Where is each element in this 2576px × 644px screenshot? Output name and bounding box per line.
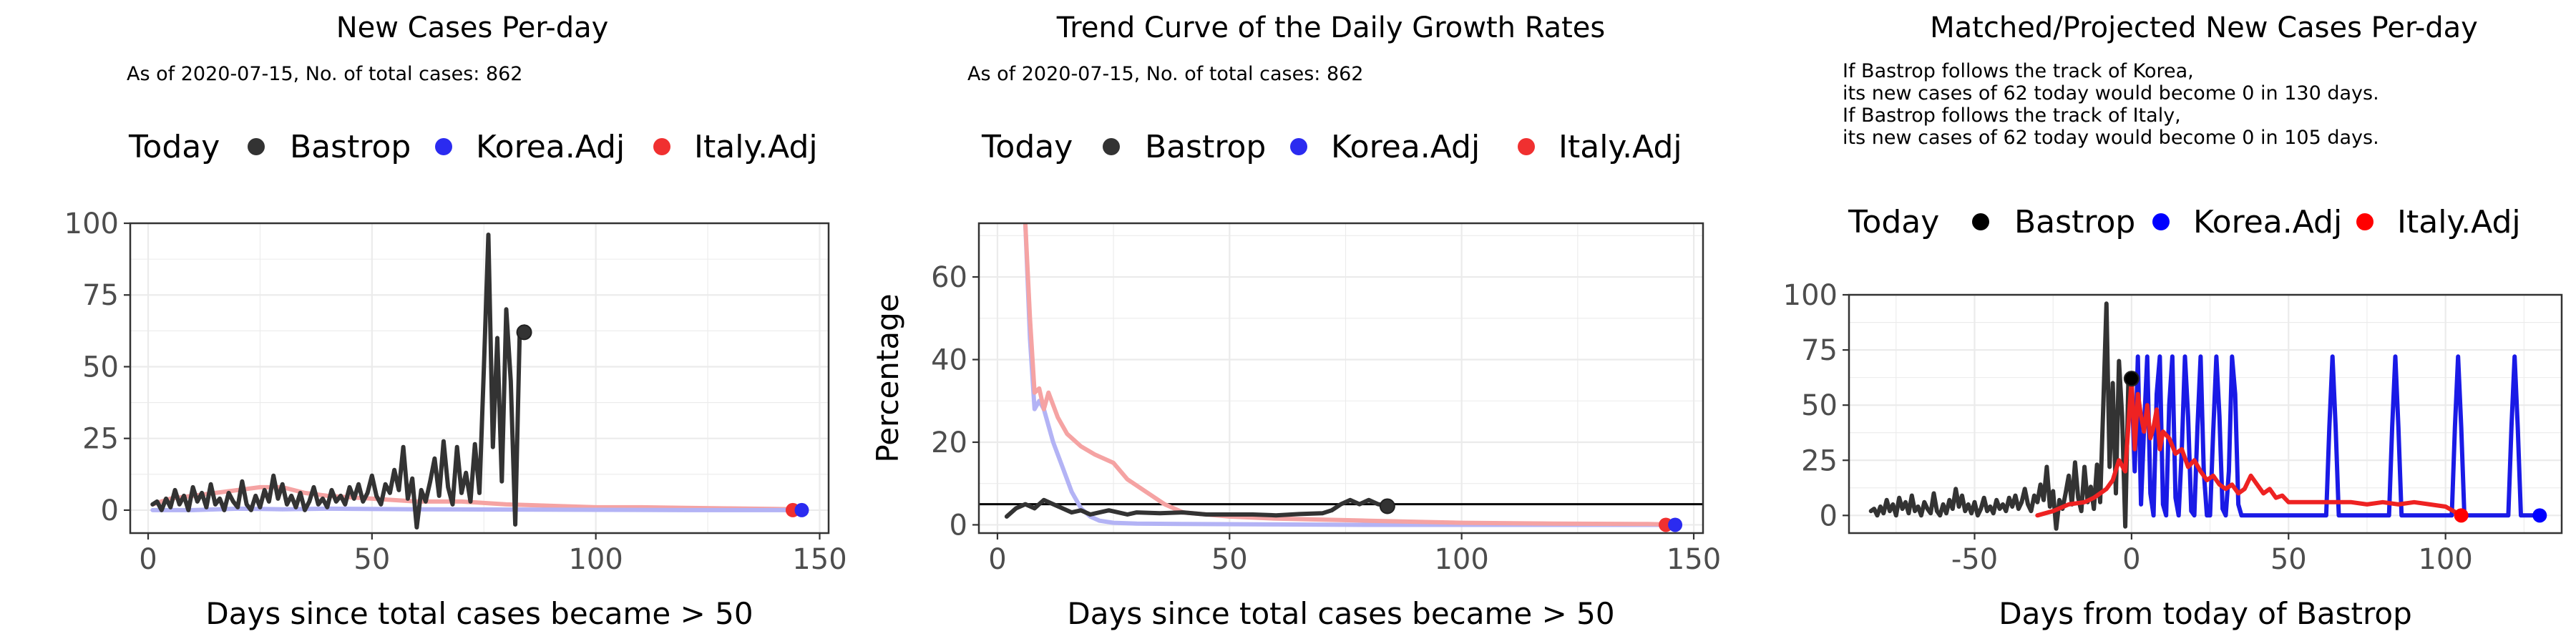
legend-marker-bastrop (248, 138, 265, 155)
series-line-italy-adj (1023, 223, 1669, 527)
panel-border (977, 222, 1704, 535)
chart-subtitle: As of 2020-07-15, No. of total cases: 86… (127, 63, 523, 85)
legend-title: Today (1848, 204, 1939, 240)
legend-label-bastrop: Bastrop (290, 129, 411, 165)
legend-marker-korea-adj (1290, 138, 1307, 155)
legend-label-korea-adj: Korea.Adj (2193, 204, 2342, 240)
y-tick-label: 75 (1801, 334, 1838, 367)
legend-label-italy-adj: Italy.Adj (2397, 204, 2521, 240)
x-axis-label: Days since total cases became > 50 (1067, 596, 1614, 631)
x-tick-label: 0 (2122, 543, 2140, 576)
y-tick-label: 25 (82, 423, 119, 456)
legend-marker-italy-adj (2356, 213, 2373, 230)
x-tick-label: 100 (1434, 543, 1488, 576)
x-tick-label: 50 (2270, 543, 2307, 576)
grid (130, 222, 829, 533)
chart-title: Matched/Projected New Cases Per-day (1930, 11, 2478, 44)
series-line-korea-adj (2129, 354, 2542, 518)
chart-subtitle: As of 2020-07-15, No. of total cases: 86… (967, 63, 1364, 85)
point-bastrop (2123, 371, 2140, 387)
panel-border (1848, 293, 2563, 535)
y-tick-label: 100 (64, 208, 119, 240)
series-line-bastrop (150, 233, 527, 530)
x-tick-label: 150 (792, 543, 847, 576)
series-line-italy-adj (2035, 376, 2464, 518)
legend-marker-bastrop (1103, 138, 1120, 155)
plot-area (150, 233, 809, 530)
x-tick-label: 100 (2418, 543, 2472, 576)
legend-label-bastrop: Bastrop (2014, 204, 2135, 240)
series-line-italy-adj (150, 484, 795, 512)
series-line-korea-adj (1023, 223, 1678, 527)
legend-label-bastrop: Bastrop (1145, 129, 1266, 165)
x-axis-label: Days from today of Bastrop (1999, 596, 2411, 631)
y-tick-label: 20 (931, 426, 967, 459)
y-tick-label: 100 (1783, 279, 1838, 312)
annotation-line: If Bastrop follows the track of Korea, (1843, 60, 2194, 82)
legend-title: Today (128, 129, 220, 165)
legend-label-italy-adj: Italy.Adj (1558, 129, 1682, 165)
series-line-korea-adj (150, 506, 804, 512)
chart-panel-1: New Cases Per-day As of 2020-07-15, No. o… (64, 11, 847, 631)
x-tick-label: 50 (1211, 543, 1248, 576)
y-tick-label: 0 (101, 494, 119, 527)
legend-marker-italy-adj (1518, 138, 1535, 155)
y-tick-label: 25 (1801, 444, 1838, 477)
x-tick-label: -50 (1951, 543, 1998, 576)
x-tick-label: 0 (988, 543, 1006, 576)
y-tick-label: 50 (82, 351, 119, 384)
legend: Today Bastrop Korea.Adj Italy.Adj (128, 129, 818, 165)
plot-area (1868, 301, 2547, 531)
legend-label-korea-adj: Korea.Adj (476, 129, 625, 165)
chart-panel-3: Matched/Projected New Cases Per-day If Ba… (1783, 11, 2563, 631)
grid (979, 223, 1703, 533)
y-axis-label: Percentage (870, 293, 905, 462)
annotation-line: its new cases of 62 today would become 0… (1843, 82, 2379, 104)
point-bastrop (1379, 498, 1395, 514)
y-tick-label: 0 (1820, 499, 1838, 532)
legend-title: Today (981, 129, 1073, 165)
y-tick-label: 0 (950, 509, 967, 542)
x-tick-label: 0 (139, 543, 157, 576)
x-axis-label: Days since total cases became > 50 (205, 596, 753, 631)
point-korea-adj (1668, 517, 1683, 532)
legend-label-korea-adj: Korea.Adj (1331, 129, 1480, 165)
chart-title: New Cases Per-day (336, 11, 609, 44)
y-tick-label: 50 (1801, 389, 1838, 422)
series-line-bastrop (1004, 497, 1390, 519)
chart-title: Trend Curve of the Daily Growth Rates (1056, 11, 1606, 44)
y-tick-label: 75 (82, 279, 119, 312)
chart-panel-2: Trend Curve of the Daily Growth Rates As … (870, 11, 1721, 631)
legend: Today Bastrop Korea.Adj Italy.Adj (981, 129, 1682, 165)
x-tick-label: 50 (353, 543, 390, 576)
legend-label-italy-adj: Italy.Adj (694, 129, 818, 165)
annotation-line: If Bastrop follows the track of Italy, (1843, 104, 2181, 127)
point-korea-adj (2532, 508, 2547, 523)
annotation-line: its new cases of 62 today would become 0… (1843, 127, 2379, 149)
legend-marker-korea-adj (435, 138, 452, 155)
y-tick-label: 60 (931, 261, 967, 294)
series-line-bastrop (1868, 301, 2134, 531)
legend: Today Bastrop Korea.Adj Italy.Adj (1848, 204, 2521, 240)
point-bastrop (516, 324, 532, 341)
point-korea-adj (794, 502, 809, 517)
x-tick-label: 100 (568, 543, 623, 576)
legend-marker-italy-adj (653, 138, 670, 155)
y-tick-label: 40 (931, 344, 967, 377)
plot-area (979, 223, 1703, 532)
panel-border (129, 222, 830, 535)
legend-marker-bastrop (1972, 213, 1989, 230)
legend-marker-korea-adj (2152, 213, 2170, 230)
point-italy-adj (2454, 508, 2469, 523)
x-tick-label: 150 (1667, 543, 1721, 576)
